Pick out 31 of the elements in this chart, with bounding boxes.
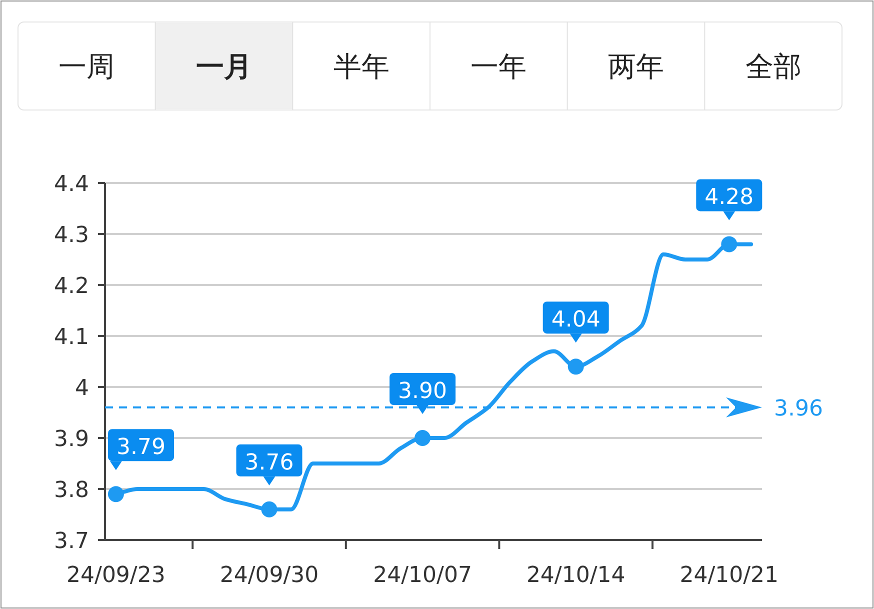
value-label: 4.28 <box>696 179 762 220</box>
x-tick-label: 24/09/23 <box>66 563 166 588</box>
value-label: 3.79 <box>108 429 174 470</box>
plot: 3.7 3.8 3.9 4 4.1 4.2 4.3 4.4 24/09/23 24/09/30 24/10/07 24/10/14 24/10/21 3.96 3.79 3.76 3.90 4.04 4.28 <box>54 172 823 588</box>
value-label: 4.04 <box>542 302 609 343</box>
point <box>414 430 431 446</box>
y-tick-label: 4.1 <box>54 325 89 350</box>
value-label: 3.76 <box>236 444 302 486</box>
y-tick-label: 4.4 <box>54 172 89 197</box>
point <box>568 358 584 375</box>
value-label: 3.90 <box>390 373 456 414</box>
y-tick-label: 4.3 <box>54 223 89 248</box>
x-tick-label: 24/09/30 <box>220 563 319 588</box>
y-tick-label: 3.9 <box>54 427 89 452</box>
data-label: 3.76 <box>244 450 294 476</box>
point <box>261 501 278 518</box>
x-tick-label: 24/10/14 <box>526 563 626 588</box>
y-tick-label: 4 <box>75 376 89 401</box>
x-tick-label: 24/10/21 <box>680 563 779 588</box>
tabs: 一周 一月 半年 一年 两年 全部 <box>18 22 842 110</box>
y-tick-label: 4.2 <box>54 274 89 299</box>
x-tick-label: 24/10/07 <box>373 563 472 588</box>
y-tick-label: 3.7 <box>54 529 89 554</box>
data-label: 3.79 <box>116 435 166 460</box>
point <box>721 236 738 252</box>
ref-line-label: 3.96 <box>774 396 823 422</box>
data-label: 3.90 <box>398 379 448 404</box>
point <box>108 486 124 502</box>
data-label: 4.28 <box>704 185 754 210</box>
y-tick-label: 3.8 <box>54 478 89 503</box>
data-label: 4.04 <box>551 308 600 333</box>
